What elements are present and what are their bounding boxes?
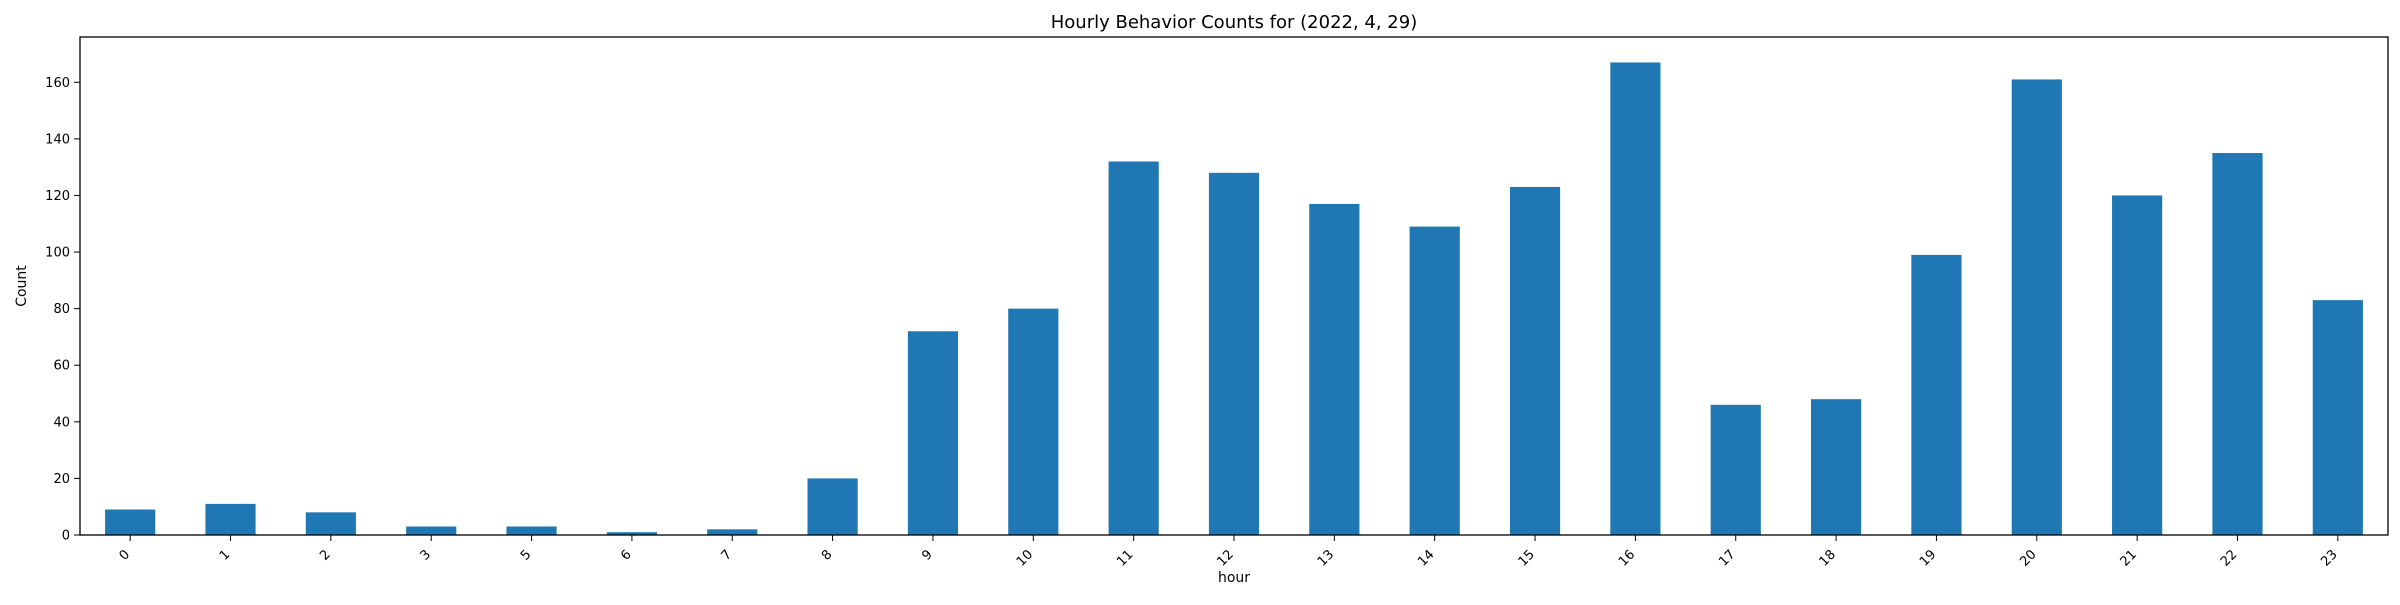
y-tick-label: 0 (62, 529, 70, 544)
x-tick-label: 7 (719, 547, 735, 563)
bar-13 (1309, 203, 1360, 535)
x-tick-label: 16 (1616, 547, 1638, 569)
y-tick-label: 80 (53, 302, 70, 317)
bar-3 (406, 526, 457, 535)
bar-22 (2212, 153, 2263, 535)
x-tick-label: 23 (2318, 547, 2340, 569)
x-tick-label: 17 (1716, 547, 1738, 569)
bar-17 (1710, 404, 1761, 535)
y-tick-label: 140 (45, 132, 70, 147)
x-axis-ticks: 0 1 2 3 5 6 7 8 9 10 11 12 13 14 15 16 17 18 19 20 21 22 23 (117, 535, 2341, 570)
bar-8 (807, 478, 858, 535)
x-tick-label: 15 (1516, 547, 1538, 569)
y-axis-ticks: 0 20 40 60 80 100 120 140 160 (45, 76, 80, 544)
bar-23 (2312, 300, 2363, 535)
y-axis-label: Count (14, 265, 30, 307)
bar-1 (205, 503, 256, 536)
x-tick-label: 9 (919, 547, 935, 563)
y-tick-label: 40 (53, 415, 70, 430)
x-tick-label: 6 (618, 547, 634, 563)
x-tick-label: 22 (2218, 547, 2240, 569)
x-tick-label: 20 (2017, 547, 2039, 569)
bar-20 (2011, 79, 2062, 535)
bar-2 (305, 512, 356, 535)
bar-21 (2112, 195, 2163, 535)
x-tick-label: 12 (1215, 547, 1237, 569)
x-tick-label: 1 (217, 547, 233, 563)
bar-0 (105, 509, 156, 535)
y-tick-label: 20 (53, 472, 70, 487)
bar-12 (1208, 172, 1260, 535)
x-tick-label: 8 (819, 547, 835, 563)
y-tick-label: 60 (53, 359, 70, 374)
x-axis-label: hour (1218, 570, 1250, 586)
x-tick-label: 3 (418, 547, 434, 563)
bar-14 (1409, 226, 1460, 535)
bar-18 (1811, 399, 1862, 535)
bar-5 (506, 526, 557, 535)
bar-6 (606, 532, 657, 535)
bar-9 (907, 331, 959, 535)
y-tick-label: 120 (45, 189, 70, 204)
x-tick-label: 10 (1014, 547, 1036, 569)
y-tick-label: 100 (45, 246, 70, 261)
bar-11 (1108, 161, 1159, 535)
bar-19 (1911, 254, 1962, 536)
chart-title: Hourly Behavior Counts for (2022, 4, 29) (1051, 12, 1418, 33)
x-tick-label: 11 (1114, 547, 1136, 569)
x-tick-label: 13 (1315, 547, 1337, 569)
x-tick-label: 5 (518, 547, 534, 563)
x-tick-label: 2 (317, 547, 333, 563)
x-tick-label: 18 (1817, 547, 1839, 569)
bar-7 (707, 529, 758, 535)
x-tick-label: 14 (1415, 547, 1437, 569)
bar-15 (1509, 186, 1561, 535)
y-tick-label: 160 (45, 76, 70, 91)
x-tick-label: 19 (1917, 547, 1939, 569)
bars-group (105, 62, 2363, 536)
x-tick-label: 0 (117, 547, 133, 563)
x-tick-label: 21 (2118, 547, 2140, 569)
plot-frame (79, 36, 2389, 536)
bar-10 (1008, 308, 1059, 535)
bar-16 (1610, 62, 1661, 535)
